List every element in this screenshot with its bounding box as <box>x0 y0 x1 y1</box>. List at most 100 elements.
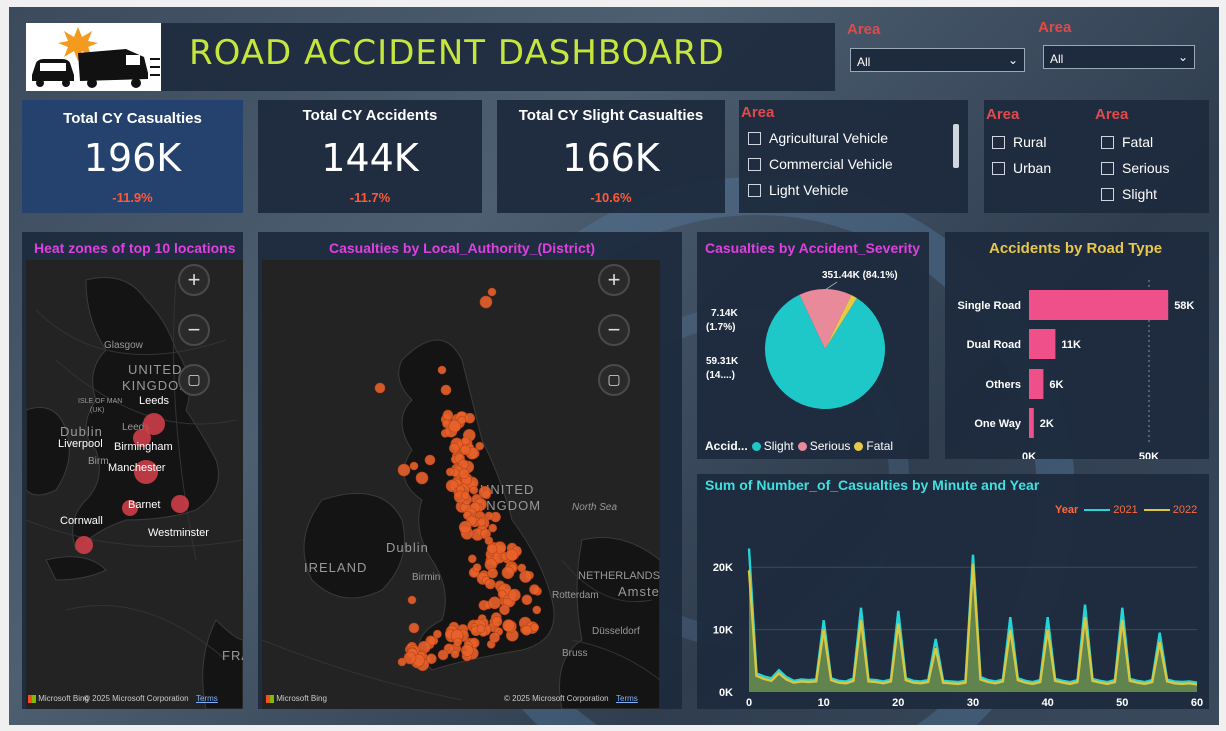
slicer-option-fatal[interactable]: Fatal <box>1101 134 1153 150</box>
district-dot[interactable] <box>461 491 470 500</box>
slicer-option-serious[interactable]: Serious <box>1101 160 1169 176</box>
heat-dot-westminster[interactable] <box>171 495 189 513</box>
checkbox[interactable] <box>992 161 1005 175</box>
slicer-option-agricultural[interactable]: Agricultural Vehicle <box>748 130 888 146</box>
district-dot[interactable] <box>460 444 471 456</box>
district-dot[interactable] <box>532 605 542 615</box>
line-series-2021[interactable] <box>747 548 1198 684</box>
slicer-option-slight[interactable]: Slight <box>1101 186 1157 202</box>
district-dot[interactable] <box>409 461 419 471</box>
district-dot[interactable] <box>415 471 429 485</box>
legend-item-2022[interactable]: 2022 <box>1143 504 1197 516</box>
zoom-out-button[interactable]: − <box>178 314 210 346</box>
pie-slice-serious[interactable] <box>799 288 852 349</box>
district-dot[interactable] <box>440 384 452 396</box>
district-dot[interactable] <box>505 548 519 562</box>
line-series-2022[interactable] <box>747 564 1198 686</box>
district-dot[interactable] <box>448 419 461 433</box>
pie-slice-fatal[interactable] <box>825 295 857 349</box>
district-dot[interactable] <box>486 543 498 555</box>
checkbox[interactable] <box>748 157 761 171</box>
district-dot[interactable] <box>461 436 470 446</box>
checkbox[interactable] <box>1101 161 1114 175</box>
map-terms-link[interactable]: Terms <box>196 694 218 703</box>
map-terms-link[interactable]: Terms <box>616 694 638 703</box>
district-dot[interactable] <box>501 566 515 580</box>
checkbox[interactable] <box>748 183 761 197</box>
district-dot[interactable] <box>477 517 486 527</box>
district-dot[interactable] <box>457 415 467 425</box>
district-dot[interactable] <box>433 629 442 639</box>
bar-others[interactable] <box>1029 369 1044 399</box>
district-dot[interactable] <box>488 596 501 610</box>
heat-dot-leeds[interactable] <box>143 413 165 435</box>
district-dot[interactable] <box>519 570 532 583</box>
legend-item-fatal[interactable]: Fatal <box>854 439 893 453</box>
district-dot[interactable] <box>484 536 494 546</box>
district-dot[interactable] <box>458 520 472 534</box>
district-dot[interactable] <box>397 463 411 477</box>
district-dot[interactable] <box>487 567 498 579</box>
district-dot[interactable] <box>521 594 533 606</box>
district-dot[interactable] <box>445 467 455 477</box>
heat-dot-barnet[interactable] <box>122 500 138 516</box>
checkbox[interactable] <box>1101 187 1114 201</box>
district-dot[interactable] <box>437 649 449 661</box>
district-dot[interactable] <box>424 454 436 466</box>
district-dot[interactable] <box>374 382 386 394</box>
slicer-option-rural[interactable]: Rural <box>992 134 1046 150</box>
legend-item-serious[interactable]: Serious <box>797 439 850 453</box>
pie-slice-slight[interactable] <box>765 294 886 409</box>
zoom-in-button[interactable]: + <box>178 264 210 296</box>
district-dot[interactable] <box>472 563 482 572</box>
district-dot[interactable] <box>468 554 477 564</box>
district-dot[interactable] <box>464 412 476 424</box>
district-dot[interactable] <box>461 644 474 657</box>
slicer-scrollbar[interactable] <box>953 124 959 168</box>
district-dot[interactable] <box>442 409 454 421</box>
district-dot[interactable] <box>497 589 507 599</box>
heat-dot-birmingham[interactable] <box>133 429 151 447</box>
district-dot[interactable] <box>487 287 497 297</box>
district-dot[interactable] <box>453 637 462 647</box>
slicer-option-urban[interactable]: Urban <box>992 160 1051 176</box>
district-dot[interactable] <box>508 588 521 602</box>
district-dot[interactable] <box>408 622 420 634</box>
heat-dot-cornwall[interactable] <box>75 536 93 554</box>
district-dot[interactable] <box>475 441 484 451</box>
district-dot[interactable] <box>529 584 540 595</box>
district-dot[interactable] <box>491 616 503 627</box>
area-dropdown-2[interactable]: All ⌄ <box>1043 45 1195 69</box>
zoom-out-button[interactable]: − <box>598 314 630 346</box>
district-dot[interactable] <box>449 442 460 454</box>
district-dot[interactable] <box>488 523 497 533</box>
district-dot[interactable] <box>450 649 460 659</box>
district-dot[interactable] <box>530 623 540 632</box>
district-dot[interactable] <box>469 485 479 495</box>
legend-item-2021[interactable]: 2021 <box>1084 504 1138 516</box>
district-map-canvas[interactable]: UNITED KINGDOM North Sea Dublin IRELAND … <box>262 260 660 709</box>
district-dot[interactable] <box>397 657 407 667</box>
area-dropdown-1[interactable]: All ⌄ <box>850 48 1025 72</box>
slicer-option-commercial[interactable]: Commercial Vehicle <box>748 156 893 172</box>
district-dot[interactable] <box>499 604 510 616</box>
district-dot[interactable] <box>502 619 515 632</box>
legend-item-slight[interactable]: Slight <box>751 439 794 453</box>
heat-map-canvas[interactable]: Glasgow UNITED KINGDOM ISLE OF MAN (UK) … <box>26 260 243 709</box>
district-dot[interactable] <box>489 632 500 643</box>
checkbox[interactable] <box>1101 135 1114 149</box>
zoom-in-button[interactable]: + <box>598 264 630 296</box>
heat-dot-manchester[interactable] <box>134 460 158 484</box>
bar-dual-road[interactable] <box>1029 329 1056 359</box>
bar-one-way[interactable] <box>1029 408 1034 438</box>
district-dot[interactable] <box>426 653 437 665</box>
district-dot[interactable] <box>403 651 417 665</box>
select-area-button[interactable]: ▢ <box>598 364 630 396</box>
slicer-option-light[interactable]: Light Vehicle <box>748 182 848 198</box>
district-dot[interactable] <box>407 595 417 605</box>
select-area-button[interactable]: ▢ <box>178 364 210 396</box>
district-dot[interactable] <box>478 485 492 499</box>
district-dot[interactable] <box>437 365 447 375</box>
bar-single-road[interactable] <box>1029 290 1169 320</box>
checkbox[interactable] <box>748 131 761 145</box>
